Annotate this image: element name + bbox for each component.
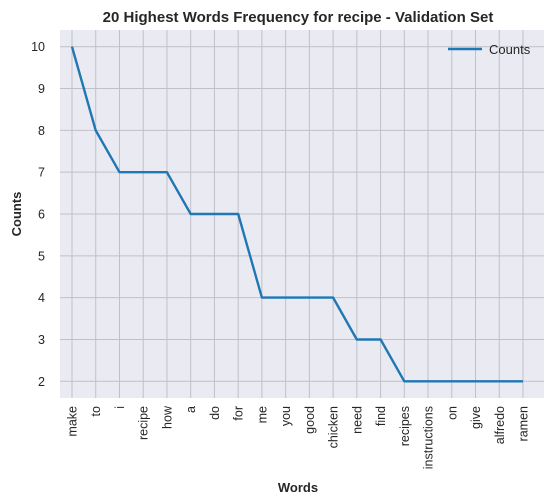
legend-label-counts: Counts xyxy=(489,42,531,57)
y-tick-label: 4 xyxy=(38,291,45,305)
y-tick-label: 3 xyxy=(38,333,45,347)
x-tick-label: you xyxy=(279,406,293,426)
x-axis-label: Words xyxy=(278,480,318,495)
x-tick-label: ramen xyxy=(517,406,531,441)
chart-title: 20 Highest Words Frequency for recipe - … xyxy=(103,9,494,26)
x-tick-label: good xyxy=(303,406,317,434)
x-tick-label: how xyxy=(160,405,174,429)
y-tick-label: 7 xyxy=(38,166,45,180)
y-tick-label: 2 xyxy=(38,375,45,389)
x-tick-label: on xyxy=(445,406,459,420)
x-tick-label: give xyxy=(469,406,483,429)
x-tick-label: make xyxy=(66,406,80,437)
y-tick-label: 5 xyxy=(38,249,45,263)
y-tick-label: 8 xyxy=(38,124,45,138)
x-tick-label: for xyxy=(232,406,246,421)
y-axis-label: Counts xyxy=(9,192,24,237)
x-tick-label: alfredo xyxy=(493,406,507,444)
x-tick-label: recipe xyxy=(137,406,151,440)
x-tick-label: do xyxy=(208,406,222,420)
x-tick-label: recipes xyxy=(398,406,412,446)
x-tick-label: find xyxy=(374,406,388,426)
legend: Counts xyxy=(448,42,531,57)
x-tick-label: a xyxy=(184,406,198,413)
x-tick-label: need xyxy=(350,406,364,434)
x-tick-label: instructions xyxy=(422,406,436,469)
x-tick-label: chicken xyxy=(327,406,341,448)
x-tick-label: i xyxy=(113,406,127,409)
y-tick-label: 9 xyxy=(38,82,45,96)
y-tick-label: 10 xyxy=(31,40,45,54)
x-tick-label: to xyxy=(89,406,103,416)
x-tick-label: me xyxy=(255,406,269,423)
y-tick-label: 6 xyxy=(38,208,45,222)
series-line-counts xyxy=(70,46,523,383)
ticks: 2 3 4 5 6 7 8 9 10 make to i recipe how a do for me you goo… xyxy=(31,40,530,469)
